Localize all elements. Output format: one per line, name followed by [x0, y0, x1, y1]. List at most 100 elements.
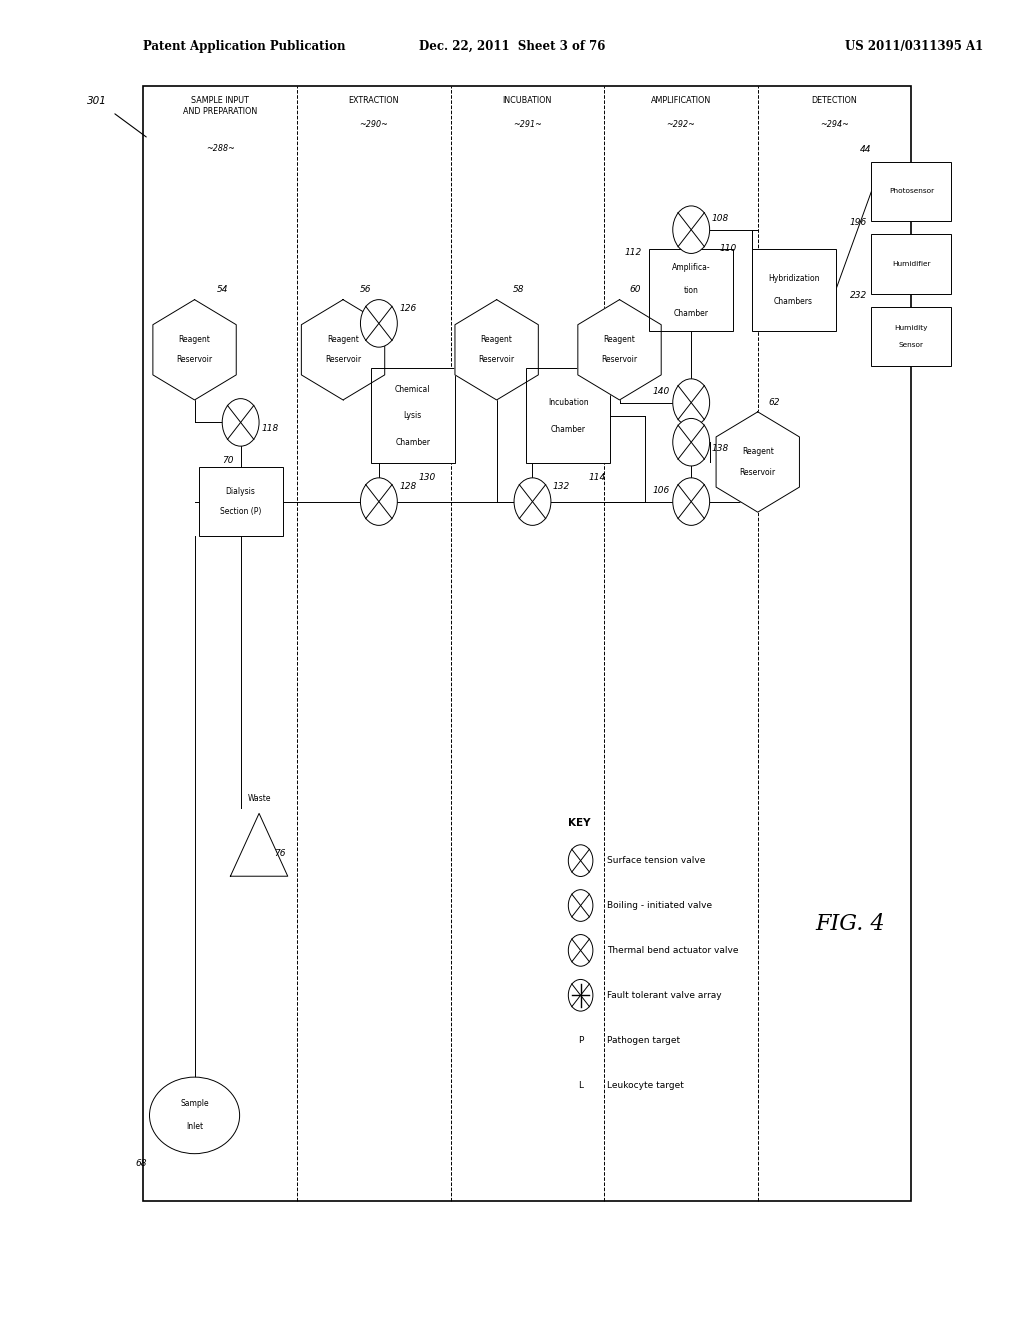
Text: Reservoir: Reservoir [176, 355, 213, 364]
Text: 110: 110 [720, 244, 737, 253]
Text: Reagent: Reagent [603, 335, 636, 345]
Bar [871, 306, 951, 366]
Bar [871, 161, 951, 220]
Text: Reservoir: Reservoir [478, 355, 515, 364]
Text: ~288~: ~288~ [206, 144, 234, 153]
Text: Chamber: Chamber [395, 438, 430, 447]
Bar [143, 86, 911, 1201]
Text: ~292~: ~292~ [667, 120, 695, 129]
Text: Dec. 22, 2011  Sheet 3 of 76: Dec. 22, 2011 Sheet 3 of 76 [419, 40, 605, 53]
Text: EXTRACTION: EXTRACTION [348, 96, 399, 106]
Text: Reagent: Reagent [741, 447, 774, 457]
Text: Reagent: Reagent [480, 335, 513, 345]
Text: Hybridization: Hybridization [768, 275, 819, 284]
Bar [371, 368, 455, 463]
Text: Reservoir: Reservoir [601, 355, 638, 364]
Text: DETECTION: DETECTION [812, 96, 857, 106]
Text: Leukocyte target: Leukocyte target [607, 1081, 684, 1089]
Text: 60: 60 [630, 285, 641, 294]
Text: ~290~: ~290~ [359, 120, 388, 129]
Text: Reagent: Reagent [327, 335, 359, 345]
Text: 56: 56 [359, 285, 371, 294]
Bar [649, 249, 733, 331]
Text: Section (P): Section (P) [220, 507, 261, 516]
Text: L: L [579, 1081, 583, 1089]
Text: Photosensor: Photosensor [889, 189, 934, 194]
Text: FIG. 4: FIG. 4 [815, 913, 885, 935]
Text: Thermal bend actuator valve: Thermal bend actuator valve [607, 946, 738, 954]
Text: 106: 106 [652, 486, 670, 495]
Text: SAMPLE INPUT
AND PREPARATION: SAMPLE INPUT AND PREPARATION [183, 96, 257, 116]
Polygon shape [153, 300, 237, 400]
Text: 70: 70 [222, 455, 233, 465]
Text: 132: 132 [553, 482, 570, 491]
Text: Sensor: Sensor [899, 342, 924, 348]
Circle shape [360, 478, 397, 525]
Text: Dialysis: Dialysis [225, 487, 256, 496]
Circle shape [568, 935, 593, 966]
Polygon shape [716, 412, 800, 512]
Circle shape [568, 890, 593, 921]
Text: 126: 126 [399, 304, 417, 313]
Text: Fault tolerant valve array: Fault tolerant valve array [607, 991, 722, 999]
Text: 138: 138 [712, 444, 729, 453]
Text: Inlet: Inlet [186, 1122, 203, 1131]
Text: 118: 118 [261, 424, 279, 433]
Bar [871, 234, 951, 293]
Bar [199, 467, 283, 536]
Text: AMPLIFICATION: AMPLIFICATION [651, 96, 711, 106]
Text: ~291~: ~291~ [513, 120, 542, 129]
Text: Chemical: Chemical [395, 384, 430, 393]
Text: 112: 112 [625, 248, 642, 257]
Circle shape [673, 206, 710, 253]
Text: 196: 196 [850, 218, 867, 227]
Text: 108: 108 [712, 214, 729, 223]
Text: 44: 44 [860, 145, 871, 154]
Text: 54: 54 [217, 285, 228, 294]
Circle shape [568, 845, 593, 876]
Circle shape [673, 379, 710, 426]
Text: Reservoir: Reservoir [325, 355, 361, 364]
Text: Reagent: Reagent [178, 335, 211, 345]
Text: US 2011/0311395 A1: US 2011/0311395 A1 [845, 40, 983, 53]
Bar [526, 368, 610, 463]
Text: Surface tension valve: Surface tension valve [607, 857, 706, 865]
Text: Chambers: Chambers [774, 297, 813, 306]
Text: 130: 130 [419, 473, 436, 482]
Text: Reservoir: Reservoir [739, 467, 776, 477]
Text: 68: 68 [135, 1159, 146, 1168]
Text: Boiling - initiated valve: Boiling - initiated valve [607, 902, 713, 909]
Text: Pathogen target: Pathogen target [607, 1036, 680, 1044]
Circle shape [673, 478, 710, 525]
Polygon shape [578, 300, 662, 400]
Text: Lysis: Lysis [403, 412, 422, 420]
Circle shape [673, 418, 710, 466]
Text: Sample: Sample [180, 1100, 209, 1109]
Polygon shape [301, 300, 385, 400]
Text: Humidity: Humidity [895, 325, 928, 331]
Text: 232: 232 [850, 290, 867, 300]
Text: Chamber: Chamber [674, 309, 709, 318]
Ellipse shape [150, 1077, 240, 1154]
Polygon shape [455, 300, 539, 400]
Text: 128: 128 [399, 482, 417, 491]
Text: Chamber: Chamber [551, 425, 586, 433]
Circle shape [568, 979, 593, 1011]
Circle shape [360, 300, 397, 347]
Polygon shape [230, 813, 288, 876]
Text: ~294~: ~294~ [820, 120, 849, 129]
Text: 76: 76 [274, 849, 286, 858]
Circle shape [514, 478, 551, 525]
Text: INCUBATION: INCUBATION [503, 96, 552, 106]
Text: 62: 62 [768, 397, 779, 407]
Text: 140: 140 [652, 387, 670, 396]
Bar [752, 249, 836, 331]
Text: 58: 58 [513, 285, 524, 294]
Text: Patent Application Publication: Patent Application Publication [143, 40, 346, 53]
Text: P: P [578, 1036, 584, 1044]
Circle shape [222, 399, 259, 446]
Text: Incubation: Incubation [548, 399, 589, 407]
Text: tion: tion [684, 286, 698, 294]
Text: Waste: Waste [248, 793, 270, 803]
Text: Amplifica-: Amplifica- [672, 263, 711, 272]
